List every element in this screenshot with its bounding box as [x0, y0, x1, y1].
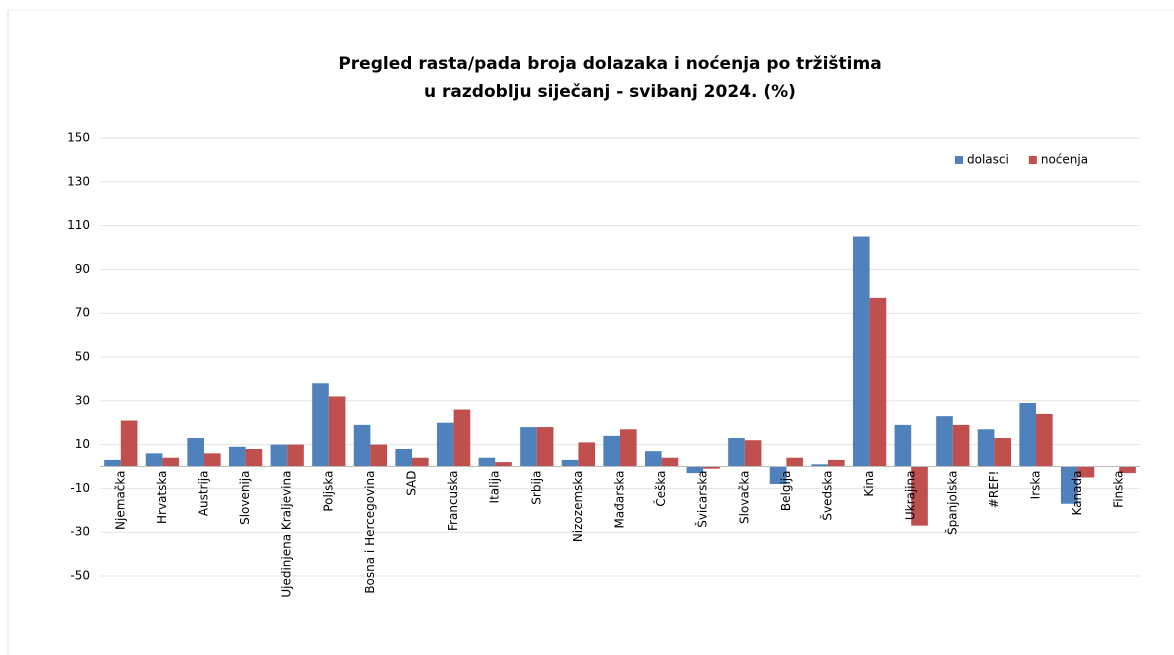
bar	[703, 466, 720, 469]
bar	[786, 457, 804, 467]
x-tick-label: Mađarska	[613, 471, 627, 529]
bar	[1036, 413, 1053, 467]
bar	[287, 444, 304, 467]
x-tick-label: Irska	[1029, 471, 1043, 500]
legend-swatch	[1028, 156, 1037, 164]
chart-title: Pregled rasta/pada broja dolazaka i noće…	[338, 54, 881, 74]
bar	[370, 444, 388, 467]
bar	[561, 459, 579, 467]
y-tick-label: -30	[70, 525, 90, 539]
bar	[478, 457, 496, 467]
y-tick-label: 90	[75, 262, 90, 276]
x-tick-label: Nizozemska	[571, 471, 585, 543]
bar	[644, 451, 662, 467]
y-tick-label: 10	[75, 437, 90, 451]
x-tick-label: Srbija	[529, 471, 543, 505]
x-tick-label: Češka	[653, 471, 668, 507]
bar	[495, 462, 512, 467]
x-tick-label: Švedska	[820, 471, 835, 521]
bar	[811, 464, 828, 467]
bar	[536, 427, 554, 467]
bar	[661, 457, 679, 467]
bar	[952, 424, 970, 467]
bar	[744, 440, 762, 467]
x-tick-label: Finska	[1112, 471, 1126, 508]
bar	[412, 457, 429, 467]
x-tick-label: SAD	[405, 471, 419, 496]
x-tick-label: Ujedinjena Kraljevina	[280, 471, 294, 598]
x-tick-label: #REF!	[987, 471, 1001, 509]
bar	[395, 448, 412, 467]
bar	[162, 457, 180, 467]
bar	[894, 424, 912, 467]
x-tick-label: Francuska	[446, 470, 460, 530]
y-tick-label: 130	[67, 174, 90, 188]
y-tick-label: 150	[67, 131, 90, 145]
x-tick-label: Španjolska	[944, 471, 959, 536]
bar	[1119, 466, 1136, 474]
chart-title: u razdoblju siječanj - svibanj 2024. (%)	[424, 82, 796, 102]
bar	[245, 448, 263, 467]
y-tick-label: 70	[75, 306, 90, 320]
x-tick-label: Kina	[862, 471, 876, 497]
y-tick-label: -10	[70, 481, 90, 495]
y-tick-label: 110	[67, 218, 90, 232]
x-tick-label: Austrija	[197, 471, 211, 517]
x-tick-label: Italija	[488, 471, 502, 504]
y-tick-label: -50	[70, 569, 90, 583]
bar	[312, 383, 329, 467]
x-tick-label: Belgija	[779, 471, 793, 512]
bar	[869, 297, 887, 467]
bar	[620, 429, 637, 467]
bar	[353, 424, 371, 467]
bar	[1060, 466, 1078, 504]
bar	[728, 438, 745, 467]
legend-swatch	[955, 156, 963, 164]
y-tick-label: 50	[75, 350, 90, 364]
x-tick-label: Hrvatska	[155, 471, 169, 524]
x-tick-label: Poljska	[321, 471, 335, 512]
bar	[578, 442, 596, 467]
x-tick-label: Njemačka	[113, 471, 127, 530]
bar	[603, 435, 620, 467]
bar	[1077, 466, 1095, 478]
bar	[270, 444, 288, 467]
bar	[145, 453, 163, 467]
bar	[977, 429, 995, 467]
bar	[120, 420, 138, 467]
bar	[228, 446, 246, 467]
x-tick-label: Kanada	[1070, 471, 1084, 516]
bar	[828, 459, 845, 467]
bar	[204, 453, 221, 467]
bar	[936, 416, 953, 467]
bar	[852, 236, 870, 467]
x-tick-label: Švicarska	[695, 471, 710, 528]
legend-label: dolasci	[967, 153, 1009, 167]
x-tick-label: Slovačka	[737, 471, 751, 524]
x-tick-label: Bosna i Hercegovina	[363, 471, 377, 594]
bar	[1019, 402, 1036, 467]
bar	[520, 427, 537, 467]
x-tick-label: Slovenija	[238, 471, 252, 525]
bar	[686, 466, 704, 474]
legend-label: noćenja	[1041, 153, 1088, 167]
bar	[769, 466, 787, 485]
bar	[328, 396, 346, 467]
bar	[453, 409, 471, 467]
bar	[187, 438, 204, 467]
x-tick-label: Ukrajina	[904, 471, 918, 521]
bar	[911, 466, 928, 526]
bar	[104, 459, 121, 467]
y-tick-label: 30	[75, 393, 90, 407]
bar	[436, 422, 454, 467]
bar	[994, 438, 1012, 467]
